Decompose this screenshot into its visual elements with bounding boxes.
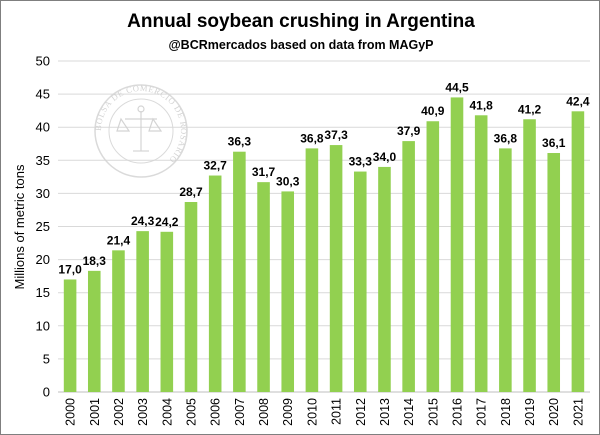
bars	[63, 97, 585, 393]
data-label-2020: 36,1	[542, 136, 566, 150]
y-tick-label: 10	[36, 318, 50, 333]
data-label-2009: 30,3	[276, 174, 300, 188]
data-label-2011: 37,3	[324, 128, 348, 142]
y-tick-label: 40	[36, 120, 50, 135]
y-axis-label: Millions of metric tons	[12, 164, 27, 289]
y-tick-label: 20	[36, 252, 50, 267]
y-tick-label: 25	[36, 219, 50, 234]
y-tick-label: 30	[36, 186, 50, 201]
x-tick-label-2001: 2001	[88, 398, 102, 426]
y-tick-label: 50	[36, 54, 50, 69]
bar-2000	[63, 279, 77, 392]
x-tick-label-2003: 2003	[136, 398, 150, 426]
x-tick-label-2005: 2005	[185, 398, 199, 426]
bar-2017	[474, 115, 488, 392]
data-label-2021: 42,4	[566, 94, 590, 108]
bar-2011	[329, 145, 343, 392]
x-tick-label-2017: 2017	[475, 398, 489, 426]
x-tick-label-2016: 2016	[451, 398, 465, 426]
bar-2010	[305, 148, 319, 392]
x-tick-label-2007: 2007	[233, 398, 247, 426]
watermark-seal: BOLSA DE COMERCIO DE ROSARIO	[93, 83, 188, 178]
data-label-2013: 34,0	[373, 150, 397, 164]
y-tick-label: 5	[43, 351, 50, 366]
chart-title: Annual soybean crushing in Argentina	[127, 11, 475, 32]
x-tick-label-2009: 2009	[281, 398, 295, 426]
data-label-2000: 17,0	[58, 262, 82, 276]
bar-2003	[136, 231, 149, 392]
bar-2016	[450, 97, 464, 392]
data-label-2001: 18,3	[83, 254, 107, 268]
x-tick-label-2010: 2010	[305, 398, 319, 426]
data-label-2016: 44,5	[445, 80, 469, 94]
x-tick-label-2012: 2012	[354, 398, 368, 426]
x-tick-label-2008: 2008	[257, 398, 271, 426]
bar-2009	[281, 191, 295, 392]
y-tick-label: 45	[36, 87, 50, 102]
bar-2021	[571, 111, 585, 392]
data-label-2007: 36,3	[228, 135, 252, 149]
x-tick-label-2019: 2019	[523, 398, 537, 426]
y-tick-label: 15	[36, 285, 50, 300]
bar-2006	[208, 175, 222, 392]
data-label-2003: 24,3	[131, 214, 155, 228]
bar-2005	[184, 202, 198, 392]
data-label-2002: 21,4	[107, 233, 131, 247]
bar-2007	[233, 151, 246, 392]
x-tick-label-2018: 2018	[499, 398, 513, 426]
scales-of-justice-icon	[116, 105, 163, 152]
data-label-2010: 36,8	[300, 131, 324, 145]
data-label-2019: 41,2	[518, 102, 542, 116]
x-tick-label-2020: 2020	[547, 398, 561, 426]
x-tick-label-2011: 2011	[330, 398, 344, 425]
data-label-2006: 32,7	[204, 159, 228, 173]
y-axis-ticks: 0 5 10 15 20 25 30 35 40 45 50	[36, 54, 50, 400]
bar-2002	[112, 250, 125, 392]
data-label-2018: 36,8	[494, 131, 518, 145]
data-label-2017: 41,8	[470, 98, 494, 112]
bar-2018	[499, 148, 512, 392]
x-tick-label-2015: 2015	[426, 398, 440, 426]
data-label-2015: 40,9	[421, 104, 445, 118]
y-tick-label: 35	[36, 153, 50, 168]
data-label-2008: 31,7	[252, 165, 276, 179]
data-label-2005: 28,7	[179, 185, 203, 199]
bar-2014	[402, 141, 415, 392]
x-tick-label-2000: 2000	[64, 398, 78, 426]
data-labels: 17,018,321,424,3 24,2 28,732,736,3 31,730,3…	[58, 80, 589, 276]
data-label-2012: 33,3	[349, 155, 373, 169]
data-label-2004: 24,2	[155, 215, 179, 229]
bar-2020	[547, 153, 561, 392]
bar-2019	[523, 119, 536, 393]
x-tick-label-2002: 2002	[112, 398, 126, 426]
x-tick-label-2014: 2014	[402, 398, 416, 426]
bar-2012	[353, 171, 367, 392]
x-tick-label-2021: 2021	[571, 398, 585, 426]
bar-2013	[378, 166, 391, 392]
bar-2008	[257, 182, 270, 392]
x-axis-ticks: 2000 2001 2002 2003 2004 2005 2006 2007 2008 2009…	[64, 398, 586, 426]
bar-2001	[87, 270, 101, 392]
data-label-2014: 37,9	[397, 124, 421, 138]
x-tick-label-2004: 2004	[160, 398, 174, 426]
y-tick-label: 0	[43, 385, 50, 400]
chart-subtitle: @BCRmercados based on data from MAGyP	[168, 38, 433, 52]
x-tick-label-2013: 2013	[378, 398, 392, 426]
bar-2004	[160, 231, 174, 392]
x-tick-label-2006: 2006	[209, 398, 223, 426]
bar-2015	[426, 121, 440, 392]
